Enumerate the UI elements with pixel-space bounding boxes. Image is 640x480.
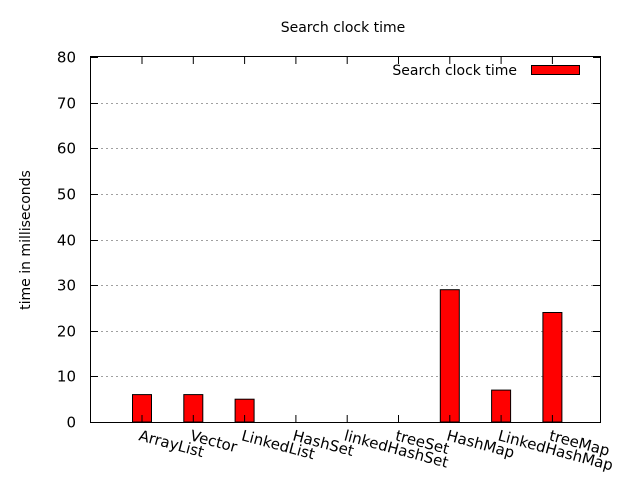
y-tick-label: 70 <box>57 95 76 113</box>
y-tick-label: 20 <box>57 323 76 341</box>
chart-title: Search clock time <box>281 20 406 36</box>
y-axis-label: time in milliseconds <box>18 170 34 310</box>
y-tick-label: 40 <box>57 232 76 250</box>
gridlines <box>91 103 600 377</box>
bar-treemap <box>542 312 563 423</box>
y-tick-label: 30 <box>57 277 76 295</box>
bar-hashmap <box>439 289 460 423</box>
y-tick-label: 0 <box>66 414 76 432</box>
bars <box>132 289 563 423</box>
legend-label: Search clock time <box>392 63 517 79</box>
plot-frame <box>90 56 601 423</box>
legend: Search clock time <box>392 63 580 79</box>
y-tick-label: 10 <box>57 368 76 386</box>
y-tick-label: 60 <box>57 140 76 158</box>
y-tick-label: 50 <box>57 186 76 204</box>
y-tick-label: 80 <box>57 49 76 67</box>
legend-swatch <box>531 65 580 75</box>
